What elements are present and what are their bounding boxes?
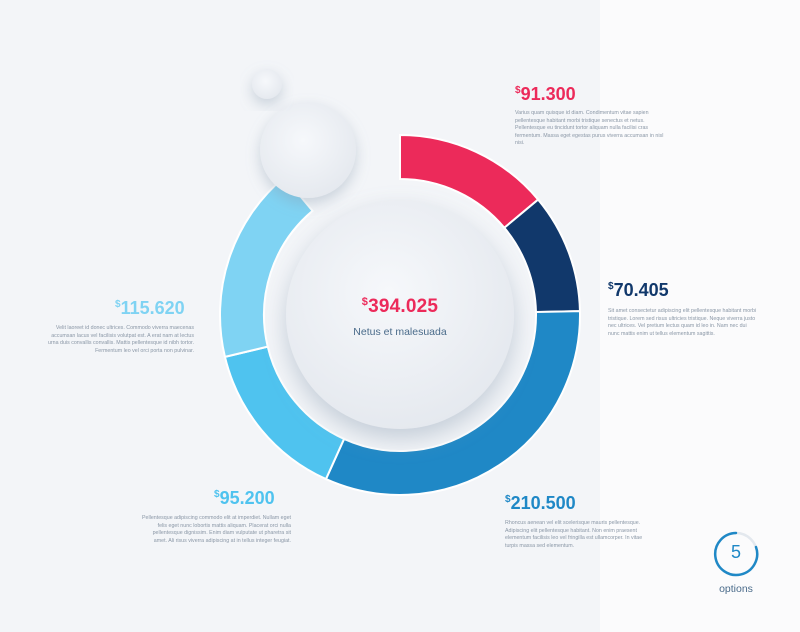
callout-currency-1: $ <box>515 85 521 96</box>
background-panel-right <box>600 0 800 632</box>
callout-amount-1: 91.300 <box>520 84 576 104</box>
callout-text-3: Rhoncus aenean vel elit scelerisque maur… <box>505 520 643 549</box>
callout-value-4: $95.200 <box>214 488 275 509</box>
center-label: Netus et malesuada <box>353 326 447 338</box>
center-disc <box>286 201 514 429</box>
callout-text-4: Pellentesque adipiscing commodo elit at … <box>142 515 291 544</box>
callout-currency-4: $ <box>214 489 220 500</box>
callout-amount-2: 70.405 <box>613 280 669 300</box>
callout-currency-3: $ <box>505 494 511 505</box>
donut-segments <box>219 133 581 496</box>
callout-value-1: $91.300 <box>515 84 576 105</box>
options-count: 5 <box>730 542 741 562</box>
decorative-bubble-large <box>260 102 356 198</box>
callout-amount-5: 115.620 <box>120 298 185 318</box>
callout-currency-5: $ <box>115 299 121 310</box>
options-ring-icon <box>713 531 759 577</box>
options-label: options <box>719 583 753 595</box>
callout-text-1: Varius quam quisque id diam. Condimentum… <box>515 110 664 147</box>
callout-value-5: $115.620 <box>115 298 185 319</box>
callout-amount-3: 210.500 <box>510 493 576 513</box>
callout-value-3: $210.500 <box>505 493 576 514</box>
decorative-bubble-small <box>252 69 282 99</box>
callout-value-2: $70.405 <box>608 280 669 301</box>
callout-currency-2: $ <box>608 281 614 292</box>
callout-text-5: Velit laoreet id donec ultrices. Commodo… <box>47 325 194 354</box>
callout-text-2: Sit amet consectetur adipiscing elit pel… <box>608 308 757 337</box>
center-total: $394.025 <box>361 296 439 317</box>
callout-amount-4: 95.200 <box>219 488 275 508</box>
